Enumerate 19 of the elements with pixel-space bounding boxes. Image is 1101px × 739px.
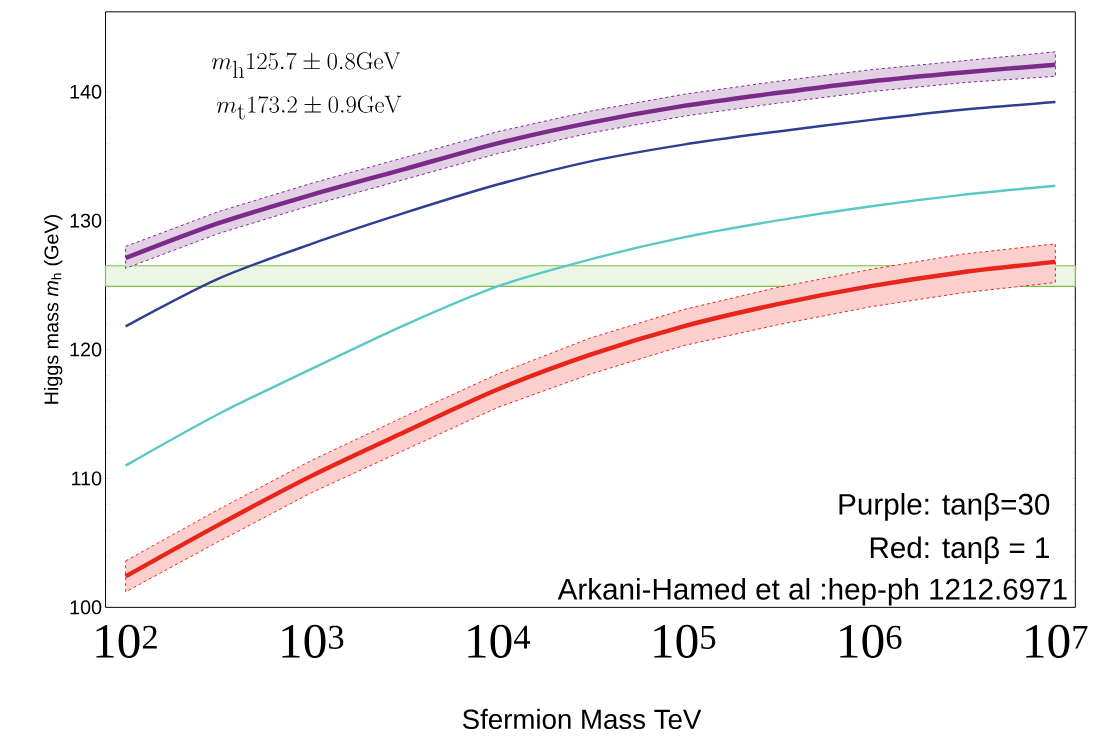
x-tick-label: 10$^{6}$ — [840, 624, 902, 659]
y-tick-label: 130 — [70, 213, 102, 228]
annotation: $m_{\mathrm{h}}125.7\pm0.8\mathrm{GeV}$ — [211, 52, 401, 78]
y-tick-label: 100 — [70, 600, 102, 615]
x-tick-label: 10$^{3}$ — [282, 624, 344, 659]
annotation: Arkani-Hamed et al :hep-ph 1212.6971 — [557, 578, 1067, 606]
y-tick-label: 120 — [70, 342, 102, 357]
y-tick-label: 110 — [72, 471, 102, 486]
x-tick-label: 10$^{7}$ — [1026, 624, 1088, 659]
x-tick-label: 10$^{4}$ — [468, 624, 531, 659]
annotation: $m_{\mathrm{t}}173.2\pm0.9\mathrm{GeV}$ — [216, 95, 402, 120]
line-series — [124, 184, 1057, 467]
y-tick-label: 140 — [70, 84, 102, 99]
annotation: Purple: tanβ=30 — [839, 493, 1050, 521]
x-tick-label: 10$^{2}$ — [96, 624, 157, 659]
y-axis-title: Higgs mass m$_{h}$ (GeV) — [43, 215, 63, 404]
x-axis-title: Sfermion Mass TeV — [462, 708, 702, 730]
annotation: Red: tanβ = 1 — [870, 536, 1049, 565]
x-tick-label: 10$^{5}$ — [654, 624, 716, 659]
